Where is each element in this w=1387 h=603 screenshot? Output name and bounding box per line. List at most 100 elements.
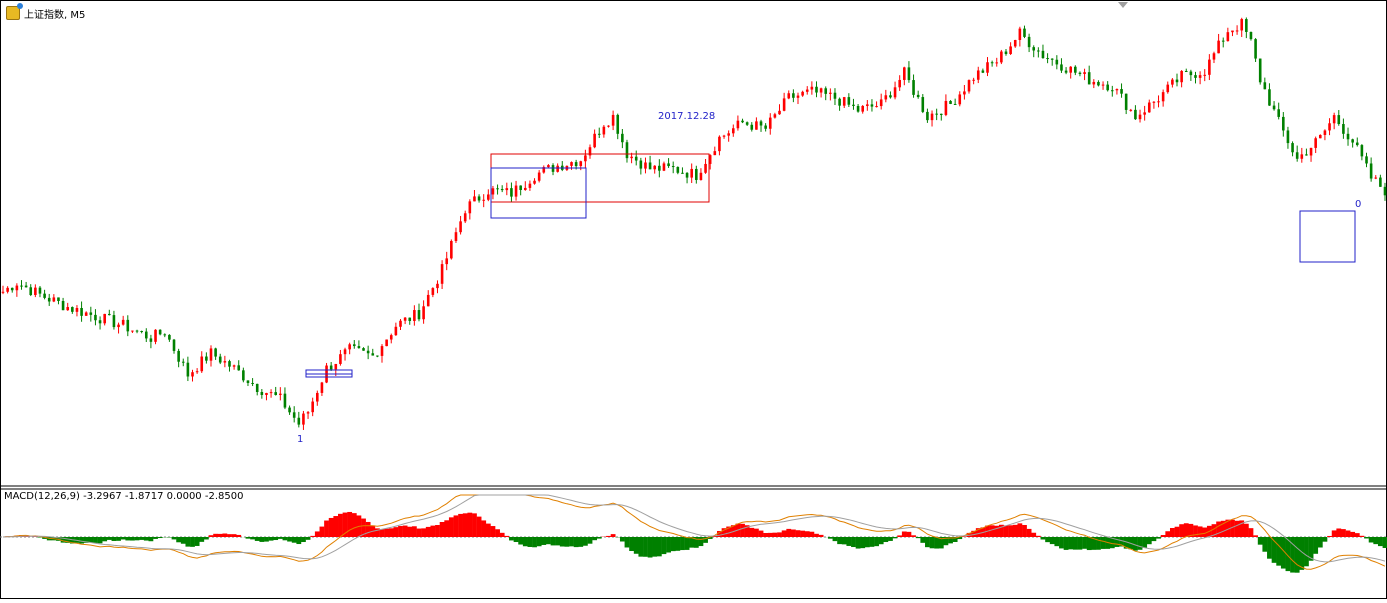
- macd-histogram-bar: [791, 530, 796, 537]
- candle-body: [16, 286, 19, 291]
- candle-body: [251, 383, 254, 384]
- candle-body: [1102, 85, 1105, 86]
- macd-histogram-bar: [301, 537, 306, 542]
- candle-body: [1324, 130, 1327, 135]
- macd-histogram-bar: [1115, 537, 1120, 547]
- candle-body: [1264, 82, 1267, 89]
- candle-body: [1116, 89, 1119, 90]
- macd-histogram-bar: [472, 513, 477, 537]
- candle-body: [982, 70, 985, 72]
- macd-histogram-bar: [638, 537, 643, 557]
- macd-histogram-bar: [629, 537, 634, 551]
- symbol-icon: [6, 6, 20, 20]
- candle-body: [385, 340, 388, 347]
- macd-histogram-bar: [833, 537, 838, 541]
- candle-body: [6, 288, 9, 292]
- candle-body: [1310, 148, 1313, 156]
- candle-body: [163, 334, 166, 335]
- candle-body: [506, 188, 509, 190]
- candle-body: [408, 318, 411, 321]
- macd-histogram-bar: [1355, 533, 1360, 537]
- candle-body: [1042, 51, 1045, 58]
- candle-body: [214, 348, 217, 356]
- candle-body: [653, 166, 656, 170]
- candle-body: [334, 364, 337, 369]
- macd-histogram-bar: [1165, 531, 1170, 537]
- macd-histogram-bar: [620, 537, 625, 541]
- macd-histogram-bar: [1036, 536, 1041, 537]
- macd-histogram-bar: [588, 537, 593, 544]
- macd-histogram-bar: [181, 537, 186, 544]
- candle-body: [126, 320, 129, 331]
- candle-body: [815, 87, 818, 93]
- candle-body: [381, 346, 384, 356]
- candle-body: [764, 126, 767, 129]
- candle-body: [603, 127, 606, 135]
- candle-body: [316, 393, 319, 402]
- candle-body: [1347, 134, 1350, 139]
- candle-body: [445, 258, 448, 264]
- candle-body: [727, 133, 730, 135]
- candle-body: [995, 62, 998, 63]
- candle-body: [857, 106, 860, 112]
- candle-body: [196, 371, 199, 372]
- candle-body: [205, 357, 208, 361]
- candle-body: [284, 394, 287, 408]
- candle-body: [732, 128, 735, 133]
- candle-body: [1019, 29, 1022, 40]
- macd-histogram-bar: [1008, 525, 1013, 537]
- candle-body: [487, 194, 490, 199]
- candle-body: [362, 348, 365, 351]
- macd-histogram-bar: [560, 537, 565, 547]
- macd-histogram-bar: [930, 537, 935, 548]
- macd-histogram-bar: [740, 524, 745, 537]
- candle-body: [783, 98, 786, 110]
- macd-histogram-bar: [199, 537, 204, 542]
- candle-body: [1245, 19, 1248, 32]
- macd-histogram-bar: [814, 534, 819, 537]
- candle-body: [103, 314, 106, 323]
- candle-body: [1240, 19, 1243, 30]
- macd-histogram-bar: [1064, 537, 1069, 550]
- macd-histogram-bar: [246, 537, 251, 539]
- macd-histogram-bar: [112, 537, 117, 541]
- macd-histogram-bar: [819, 535, 824, 537]
- macd-histogram-bar: [671, 537, 676, 551]
- candle-body: [432, 288, 435, 295]
- macd-histogram-bar: [495, 529, 500, 537]
- macd-histogram-bar: [486, 524, 491, 537]
- candle-body: [1250, 32, 1253, 39]
- macd-histogram-bar: [874, 537, 879, 546]
- macd-histogram-bar: [250, 537, 255, 539]
- macd-histogram-bar: [888, 537, 893, 541]
- macd-histogram-bar: [176, 537, 181, 542]
- candle-body: [1282, 117, 1285, 131]
- candle-body: [579, 161, 582, 166]
- macd-histogram-bar: [1378, 537, 1383, 546]
- candle-body: [1157, 101, 1160, 102]
- candle-body: [806, 90, 809, 92]
- candle-body: [265, 393, 268, 395]
- candle-body: [108, 314, 111, 315]
- candle-body: [71, 307, 74, 312]
- candle-body: [469, 201, 472, 213]
- candle-body: [94, 315, 97, 320]
- macd-histogram-bar: [1170, 528, 1175, 537]
- candle-body: [547, 165, 550, 167]
- candle-body: [1190, 72, 1193, 76]
- macd-histogram-bar: [153, 537, 158, 539]
- candle-body: [621, 134, 624, 142]
- candle-body: [760, 121, 763, 125]
- macd-histogram-bar: [310, 536, 315, 537]
- candle-body: [663, 163, 666, 170]
- macd-histogram-bar: [454, 515, 459, 537]
- start-annotation: 1: [297, 434, 303, 445]
- macd-histogram-bar: [213, 534, 218, 537]
- candle-body: [1328, 123, 1331, 130]
- candle-body: [954, 104, 957, 105]
- candle-body: [755, 121, 758, 129]
- candle-body: [1060, 64, 1063, 70]
- candle-body: [501, 189, 504, 190]
- candle-body: [912, 80, 915, 95]
- candle-body: [616, 115, 619, 134]
